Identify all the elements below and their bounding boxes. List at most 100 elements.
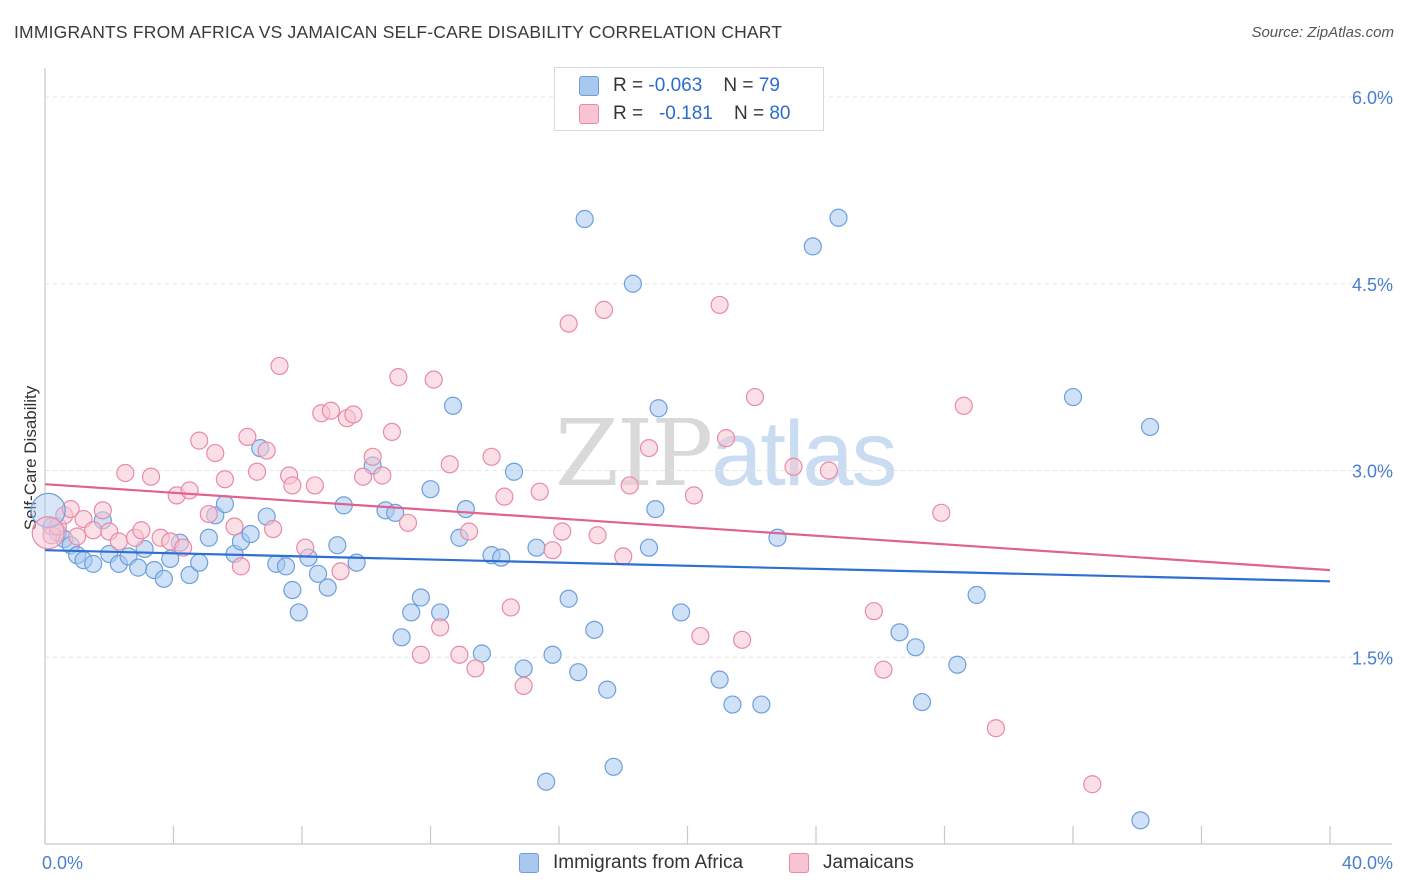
jamaican-point [1083,775,1102,794]
africa-point [276,557,296,576]
jamaican-point [31,516,65,550]
africa-point [906,638,925,657]
africa-point [308,564,328,583]
jamaican-point [745,387,765,407]
jamaican-point [424,370,443,389]
africa-point [215,495,234,514]
jamaican-point [733,630,752,649]
jamaican-point [411,645,430,664]
jamaican-point [466,659,485,678]
africa-point [803,237,822,256]
jamaican-point [819,461,838,480]
africa-point [318,578,337,597]
jamaican-point [206,443,225,463]
jamaican-point [238,427,257,446]
africa-point [639,538,659,557]
y-axis-label: Self-Care Disability [21,385,40,530]
jamaican-point [398,513,418,532]
africa-point [1063,387,1083,407]
africa-point [283,580,302,600]
jamaican-point [305,476,324,495]
legend-n-label: N = [723,75,754,96]
jamaican-point [620,476,639,495]
jamaican-point [215,470,234,489]
legend-r-value-jamaicans: -0.181 [658,103,713,124]
africa-point [537,772,556,791]
jamaican-point [321,401,341,420]
jamaican-point [231,557,251,576]
jamaican-trend-line [44,483,1331,572]
legend-n-value-jamaicans: 80 [769,103,791,124]
correlation-legend: R = -0.063 N = 79 R = -0.181 N = 80 [554,67,824,131]
legend-row-africa: R = -0.063 N = 79 [579,73,780,99]
legend-r-value-africa: -0.063 [648,75,703,96]
africa-point [514,659,533,678]
africa-point [180,565,199,585]
africa-point [585,620,604,639]
series-legend-jamaicans-label: Jamaicans [823,852,914,873]
africa-point [710,670,729,689]
legend-r-label: R = [613,75,644,96]
africa-point [649,399,668,418]
africa-point [289,603,308,622]
jamaican-point [530,482,549,501]
jamaican-point [199,504,218,524]
jamaican-point [344,405,363,424]
y-tick-label: 4.5% [1352,275,1393,295]
africa-point [671,603,691,622]
series-legend-jamaicans: Jamaicans [789,852,914,874]
jamaican-point [932,503,951,522]
jamaican-point [501,598,520,617]
africa-point [392,628,411,647]
jamaican-point [431,618,450,637]
jamaican-point [588,526,607,545]
y-tick-label: 3.0% [1352,462,1393,482]
africa-point [623,274,642,293]
jamaican-point [353,467,373,486]
jamaican-point [986,719,1006,738]
series-legend-africa-label: Immigrants from Africa [553,852,744,873]
jamaican-point [257,441,276,460]
jamaican-point [559,314,578,333]
africa-point [912,692,932,712]
jamaican-point [225,517,244,536]
legend-row-jamaicans: R = -0.181 N = 80 [579,101,790,127]
africa-point [569,663,588,682]
source-label: Source: ZipAtlas.com [1251,24,1394,41]
series-swatch-africa [519,853,539,873]
africa-point [559,589,578,608]
africa-point [129,558,148,577]
africa-point [543,645,562,664]
africa-point [1140,417,1160,437]
jamaican-point [389,368,408,387]
jamaican-point [68,527,87,546]
africa-point [154,569,173,588]
africa-point [492,548,511,567]
jamaican-point [141,467,161,486]
jamaican-point [363,447,382,466]
africa-point [723,695,742,714]
jamaican-point [247,462,267,481]
jamaican-point [116,463,135,483]
jamaican-point [382,422,402,442]
jamaican-point [296,538,315,557]
africa-point [890,623,909,642]
legend-n-value-africa: 79 [758,75,780,96]
jamaican-point [482,447,501,466]
africa-point [829,208,848,227]
africa-point [241,524,260,544]
series-legend: Immigrants from Africa Jamaicans [0,852,1406,878]
africa-point [1131,811,1150,830]
africa-point [575,209,594,229]
jamaican-point [710,295,729,315]
jamaican-point [639,438,659,458]
jamaican-point [864,602,883,621]
jamaican-point [684,486,704,505]
africa-point [456,499,475,519]
africa-point [328,536,347,555]
series-legend-africa: Immigrants from Africa [519,852,743,874]
jamaican-point [954,396,973,415]
jamaican-point [373,466,392,485]
x-tick-label: 0.0% [42,853,83,873]
